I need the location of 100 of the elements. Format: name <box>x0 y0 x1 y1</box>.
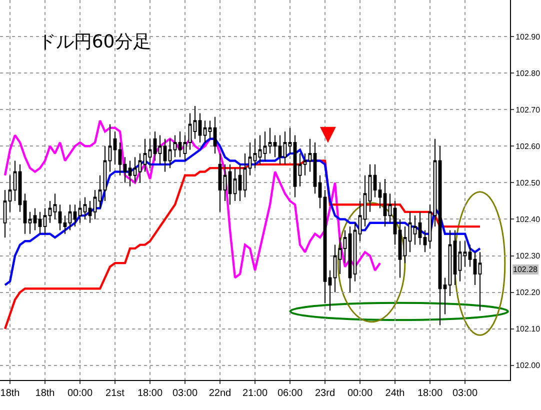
text: ドル円60分足 <box>38 31 151 52</box>
candlestick <box>163 138 167 172</box>
candlestick <box>233 168 237 202</box>
candlestick <box>413 215 417 246</box>
candlestick <box>98 174 102 209</box>
candlestick <box>338 237 342 275</box>
candlestick <box>118 142 122 176</box>
candlestick <box>303 152 307 176</box>
candlestick <box>138 152 142 184</box>
candlestick <box>13 160 17 202</box>
candlestick <box>373 164 377 198</box>
candlestick <box>153 131 157 162</box>
candlestick <box>178 131 182 158</box>
candlestick <box>123 156 127 184</box>
x-tick-label: 18:00 <box>137 388 163 399</box>
candlestick <box>308 138 312 172</box>
candlestick <box>18 164 22 212</box>
line-series <box>4 138 482 286</box>
candlestick <box>478 252 482 312</box>
candlestick <box>383 178 387 228</box>
candlestick <box>33 208 37 231</box>
candlestick <box>133 156 137 184</box>
candlestick <box>328 270 332 312</box>
candlestick <box>283 131 287 165</box>
candlestick <box>323 190 327 304</box>
candlestick <box>443 277 447 315</box>
candlestick <box>248 142 252 176</box>
candlestick <box>168 138 172 169</box>
candlestick <box>173 134 177 158</box>
candlestick <box>378 182 382 209</box>
candlestick <box>368 164 372 212</box>
candlestick <box>108 124 112 172</box>
x-tick-label: 03:00 <box>452 388 478 399</box>
candlestick <box>318 174 322 209</box>
x-tick-label: 21:00 <box>242 388 268 399</box>
candlestick <box>343 230 347 264</box>
y-tick-label: 102.80 <box>516 68 541 78</box>
y-tick-label: 102.90 <box>516 32 541 42</box>
candlestick <box>288 127 292 154</box>
y-tick-label: 102.60 <box>516 142 541 151</box>
candlestick <box>53 193 57 220</box>
x-tick-label: 00:00 <box>347 388 373 399</box>
candlestick <box>273 134 277 158</box>
candlestick <box>348 226 352 293</box>
candlestick <box>333 244 337 293</box>
candlestick <box>243 152 247 198</box>
y-tick-label: 102.40 <box>516 215 541 224</box>
candlestick <box>28 211 32 234</box>
x-tick-label: 22nd <box>208 388 232 399</box>
candlestick <box>228 164 232 206</box>
candlestick <box>183 134 187 162</box>
candlestick <box>48 200 52 224</box>
candlestick <box>358 200 362 242</box>
candlestick <box>468 244 472 268</box>
x-tick-label: 18th <box>35 388 55 399</box>
candlestick <box>218 152 222 212</box>
candlestick <box>433 138 437 228</box>
candlestick <box>403 226 407 264</box>
candlestick <box>58 204 62 231</box>
candlestick <box>198 112 202 143</box>
candlestick <box>93 190 97 220</box>
candlestick <box>193 105 197 140</box>
candlestick <box>263 131 267 162</box>
candlestick <box>268 127 272 154</box>
y-tick-label: 102.50 <box>516 178 541 188</box>
candlestick <box>38 211 42 234</box>
candlestick <box>408 211 412 253</box>
candlestick <box>158 134 162 165</box>
y-tick-label: 102.30 <box>516 252 541 261</box>
candlestick <box>398 218 402 278</box>
y-tick-label: 102.10 <box>516 324 541 334</box>
candlestick <box>313 142 317 194</box>
candlestick <box>388 193 392 224</box>
x-tick-label: 03:00 <box>172 388 198 399</box>
candlestick <box>78 200 82 224</box>
candlestick <box>423 230 427 253</box>
candlestick <box>3 190 7 238</box>
x-tick-label: 18:00 <box>417 388 443 399</box>
x-tick-label: 00:00 <box>67 388 93 399</box>
candlestick <box>453 230 457 286</box>
x-tick-label: 23rd <box>314 388 336 399</box>
candlestick <box>68 204 72 231</box>
candlestick <box>463 240 467 268</box>
candlestick <box>353 222 357 282</box>
x-tick-label: 06:00 <box>277 388 303 399</box>
candlestick <box>83 196 87 220</box>
candlestick <box>428 204 432 249</box>
x-tick-label: 21st <box>106 388 125 399</box>
candlestick <box>298 152 302 187</box>
candlestick <box>418 211 422 246</box>
candlestick <box>143 138 147 172</box>
candlestick <box>103 146 107 202</box>
candlestick <box>458 240 462 282</box>
candlestick <box>448 230 452 296</box>
line-series <box>4 160 482 330</box>
candlestick <box>128 160 132 187</box>
candlestick <box>148 138 152 169</box>
candlestick <box>213 116 217 154</box>
candlestick <box>63 215 67 234</box>
candlestick <box>473 252 477 286</box>
